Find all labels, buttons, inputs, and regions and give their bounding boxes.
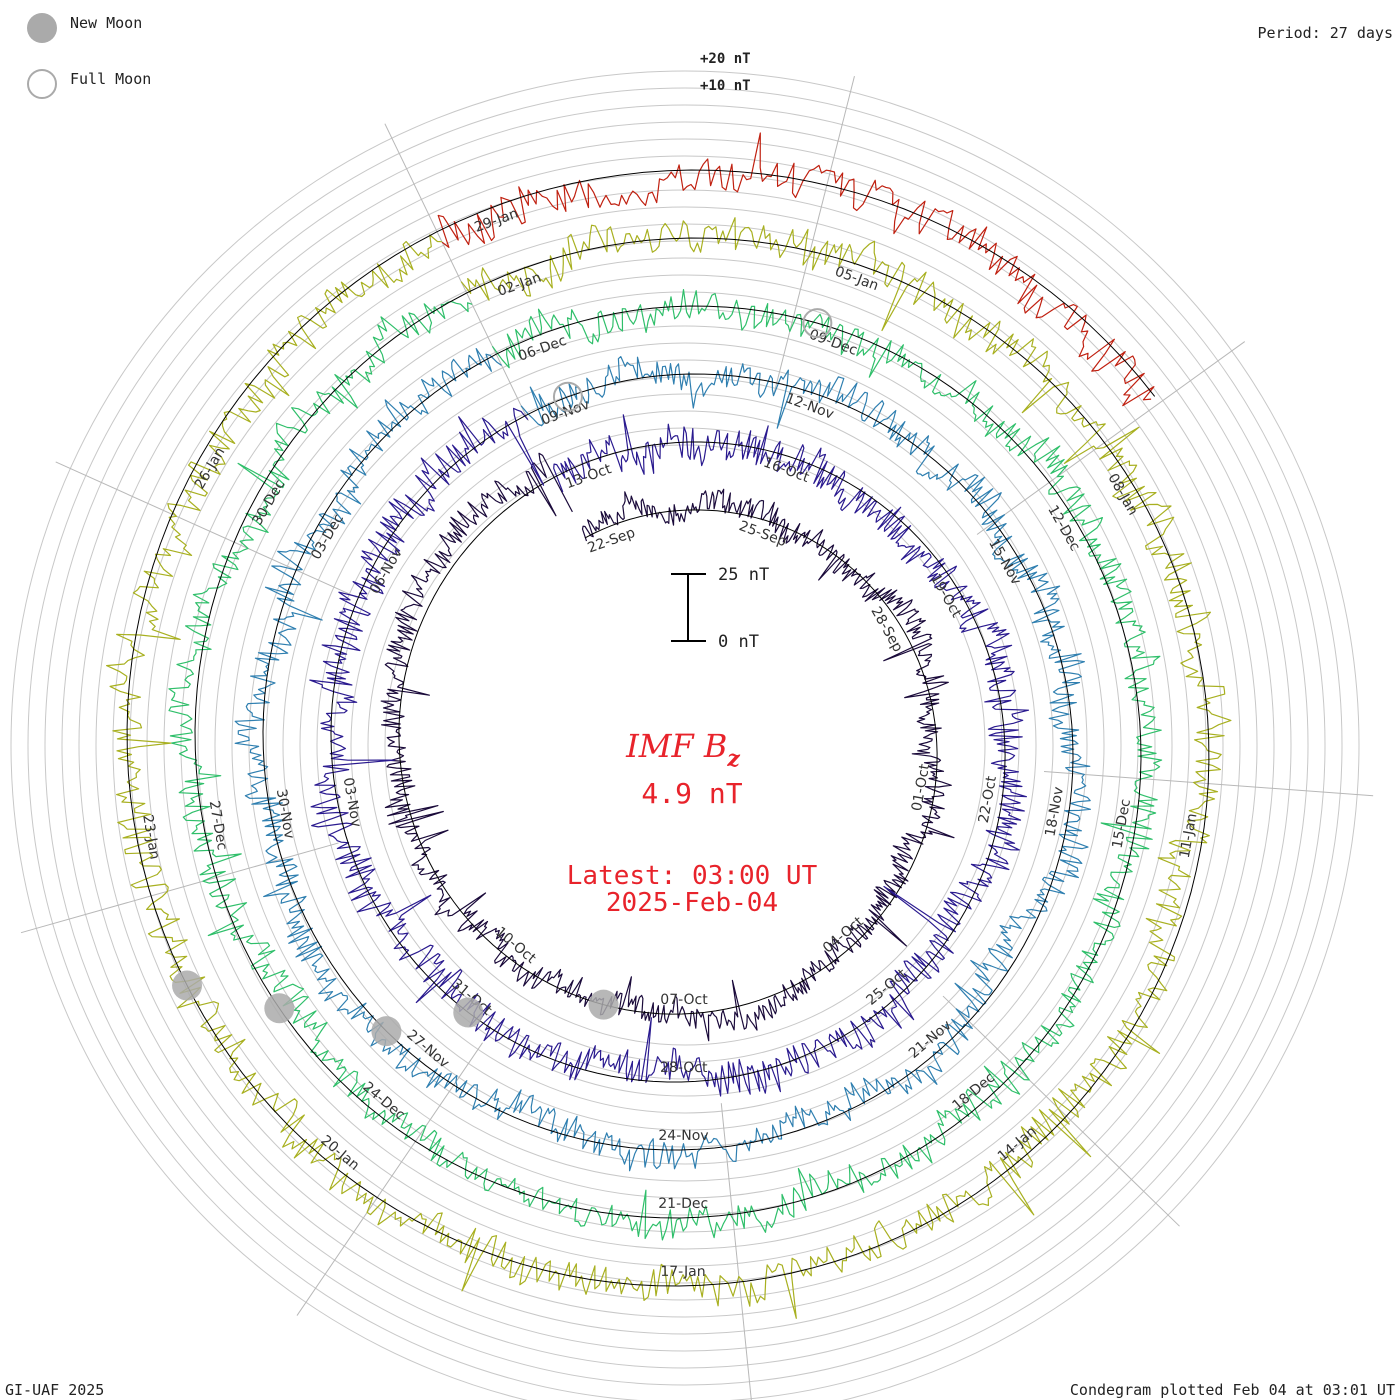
grid-ring <box>78 138 1292 1352</box>
date-label: 26-Jan <box>192 445 229 492</box>
moon-markers <box>172 308 833 1047</box>
series-line-3 <box>234 348 1092 1172</box>
date-label: 03-Nov <box>340 776 364 828</box>
grid-ring <box>350 410 1020 1080</box>
date-label: 09-Dec <box>807 327 859 359</box>
series-line-5 <box>105 217 1232 1319</box>
footer-credit: GI-UAF 2025 <box>5 1381 104 1399</box>
date-label: 22-Sep <box>586 525 638 557</box>
grid-ring <box>231 291 1139 1199</box>
spoke-line <box>55 461 357 598</box>
date-label: 20-Jan <box>317 1132 362 1173</box>
date-label: 22-Oct <box>976 774 1000 824</box>
date-label: 24-Nov <box>658 1128 708 1144</box>
grid-ring <box>316 376 1054 1114</box>
new-moon-marker <box>172 970 203 1001</box>
full-moon-marker <box>552 381 583 412</box>
new-moon-marker <box>371 1016 402 1047</box>
new-moon-legend-label: New Moon <box>70 14 142 32</box>
scale-bar-bottom-label: 0 nT <box>718 632 759 652</box>
date-label: 02-Jan <box>495 270 543 300</box>
zero-line-2 <box>330 414 1006 1083</box>
date-label: 17-Jan <box>660 1264 705 1280</box>
series-line-6 <box>437 132 1155 407</box>
center-title: IMF Bz <box>625 727 740 772</box>
new-moon-legend-icon <box>27 13 57 43</box>
full-moon-legend-label: Full Moon <box>70 70 151 88</box>
scale-bar-top-label: 25 nT <box>718 565 769 585</box>
zero-line-4 <box>194 292 1142 1219</box>
grid-ring <box>95 155 1275 1335</box>
grid-ring <box>44 104 1326 1386</box>
series-line-4 <box>168 289 1163 1241</box>
zero-line-5 <box>126 231 1210 1287</box>
ring-grid <box>10 70 1360 1400</box>
grid-ring <box>197 257 1173 1233</box>
spoke-line <box>772 76 855 397</box>
new-moon-marker <box>453 997 484 1028</box>
series-layer <box>105 132 1232 1319</box>
date-label: 18-Nov <box>1042 786 1067 838</box>
date-label: 28-Sep <box>867 604 905 655</box>
grid-ring <box>27 87 1343 1400</box>
date-label: 21-Nov <box>906 1017 955 1061</box>
period-label: Period: 27 days <box>1258 24 1393 42</box>
new-moon-marker <box>588 989 619 1020</box>
full-moon-legend-icon <box>27 69 57 99</box>
grid-ring <box>333 393 1037 1097</box>
latest-date: 2025-Feb-04 <box>606 888 778 918</box>
date-label: 07-Oct <box>660 992 708 1008</box>
date-label: 27-Dec <box>206 799 230 851</box>
zero-line-6 <box>436 169 1156 397</box>
zero-line-3 <box>262 353 1074 1151</box>
spoke-line <box>296 1042 483 1316</box>
center-value: 4.9 nT <box>641 777 742 810</box>
center-title-sub: z <box>726 746 740 772</box>
date-label: 21-Dec <box>658 1196 708 1212</box>
date-label: 19-Oct <box>927 571 965 621</box>
date-label: 27-Nov <box>403 1027 452 1072</box>
spoke-line <box>720 1103 752 1400</box>
date-label: 06-Dec <box>516 333 568 365</box>
spoke-line <box>384 123 529 422</box>
grid-ring <box>282 342 1088 1148</box>
grid-ring <box>112 172 1258 1318</box>
date-label: 29-Jan <box>472 206 520 236</box>
scale-bar <box>671 573 706 642</box>
spoke-line <box>942 995 1180 1227</box>
date-label: 11-Jan <box>1177 812 1201 859</box>
latest-time: Latest: 03:00 UT <box>567 861 818 891</box>
center-title-main: IMF B <box>625 727 727 765</box>
grid-ring <box>384 444 986 1046</box>
date-label: 09-Nov <box>539 397 592 429</box>
spoke-line <box>20 842 339 934</box>
footer-plot-time: Condegram plotted Feb 04 at 03:01 UT <box>1070 1381 1395 1399</box>
date-label: 28-Oct <box>660 1060 708 1076</box>
date-label: 04-Oct <box>820 913 867 956</box>
grid-ring <box>214 274 1156 1216</box>
inner-ring-label: +10 nT <box>700 78 751 94</box>
date-label: 23-Jan <box>139 813 162 860</box>
grid-ring <box>146 206 1224 1284</box>
full-moon-marker <box>802 308 833 339</box>
zero-line-1 <box>398 476 938 1015</box>
grid-ring <box>61 121 1309 1369</box>
grid-ring <box>265 325 1105 1165</box>
grid-ring <box>10 70 1360 1400</box>
grid-ring <box>129 189 1241 1301</box>
outer-ring-label: +20 nT <box>700 51 751 67</box>
spoke-line <box>976 341 1246 535</box>
date-label: 14-Jan <box>995 1123 1040 1164</box>
date-label: 12-Dec <box>1044 503 1083 554</box>
new-moon-marker <box>264 993 295 1024</box>
